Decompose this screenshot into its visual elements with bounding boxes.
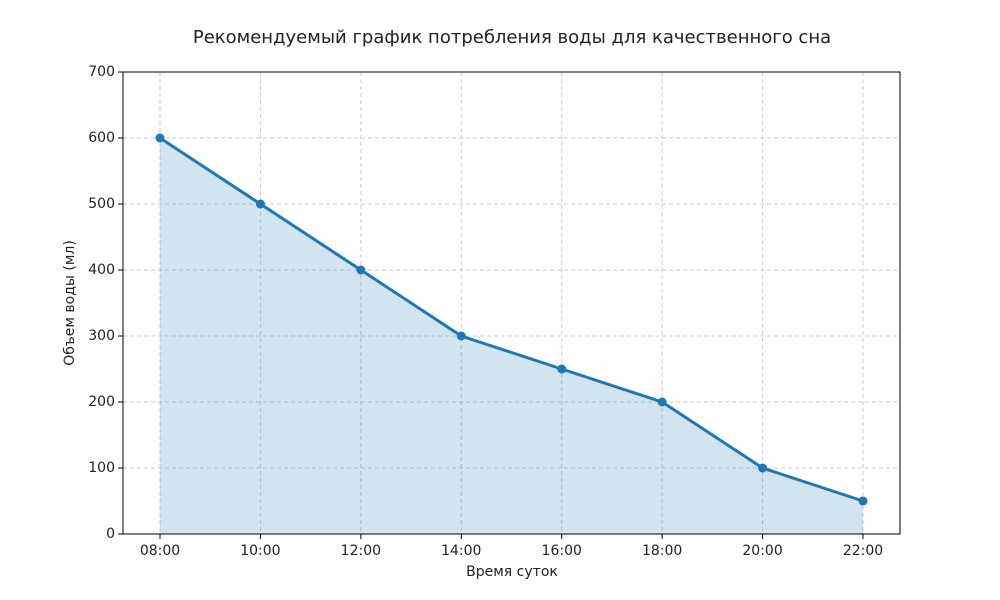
line: [159, 136, 864, 503]
x-tick-label: 12:00: [341, 543, 381, 559]
y-tick-label: 400: [88, 262, 115, 278]
x-tick-label: 20:00: [742, 543, 782, 559]
area: [160, 138, 863, 534]
point: [155, 133, 165, 143]
point: [255, 199, 265, 209]
point: [657, 397, 667, 407]
x-tick-label: 22:00: [843, 543, 883, 559]
chart-title: Рекомендуемый график потребления воды дл…: [193, 27, 831, 48]
y-tick-label: 0: [106, 526, 115, 542]
point: [356, 265, 366, 275]
point: [858, 496, 868, 506]
y-tick-label: 500: [88, 196, 115, 212]
y-tick-label: 700: [88, 64, 115, 80]
point: [557, 364, 567, 374]
x-axis-label: Время суток: [466, 564, 558, 580]
point: [456, 331, 466, 341]
y-tick-label: 300: [88, 328, 115, 344]
x-tick-label: 18:00: [642, 543, 682, 559]
x-tick-label: 16:00: [542, 543, 582, 559]
x-tick-label: 08:00: [140, 543, 180, 559]
y-tick-label: 600: [88, 130, 115, 146]
y-axis-label: Объем воды (мл): [62, 240, 78, 366]
x-tick-label: 10:00: [240, 543, 280, 559]
y-tick-label: 200: [88, 394, 115, 410]
point: [758, 463, 768, 473]
y-tick-label: 100: [88, 460, 115, 476]
plot-frame: [122, 71, 901, 535]
x-tick-label: 14:00: [441, 543, 481, 559]
